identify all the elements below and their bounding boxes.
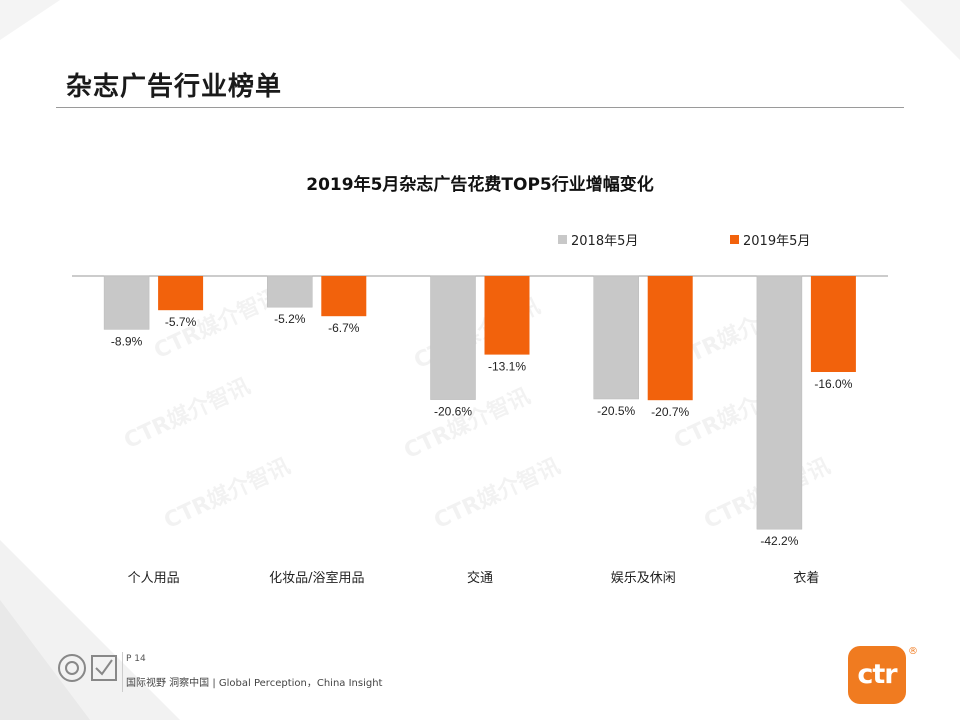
data-label-2019-4: -16.0% [814,377,852,391]
bar-2019-0 [158,276,204,311]
category-label-1: 化妆品/浴室用品 [269,570,364,586]
data-label-2018-0: -8.9% [111,334,143,348]
page-number: P 14 [126,654,146,664]
legend-label-2018: 2018年5月 [571,234,639,249]
data-label-2018-2: -20.6% [434,405,472,419]
chart-title: 2019年5月杂志广告花费TOP5行业增幅变化 [306,175,654,195]
data-label-2019-0: -5.7% [165,315,197,329]
title-divider [56,107,904,108]
legend-swatch-2019 [730,235,739,244]
data-label-2018-4: -42.2% [760,534,798,548]
data-label-2018-3: -20.5% [597,404,635,418]
watermark-text: CTR媒介智讯 [160,453,294,534]
page-title: 杂志广告行业榜单 [66,72,283,102]
bar-2019-4 [810,276,856,372]
registered-mark: ® [908,646,918,657]
legend-item-2019: 2019年5月 [730,230,810,249]
bar-2019-3 [647,276,693,401]
data-label-2018-1: -5.2% [274,312,306,326]
bar-2018-2 [430,275,476,400]
footer-divider [122,652,123,692]
ctr-logo: ctr [848,646,906,704]
legend-swatch-2018 [558,235,567,244]
data-label-2019-3: -20.7% [651,405,689,419]
watermark-text: CTR媒介智讯 [430,453,564,534]
bar-2018-4 [756,275,803,530]
category-label-0: 个人用品 [128,571,180,586]
bar-2019-1 [321,276,367,317]
bar-2019-2 [484,276,530,355]
footer-slogan: 国际视野 洞察中国 | Global Perception，China Insi… [126,678,383,689]
bar-2018-1 [267,275,313,308]
certification-logos [58,654,117,682]
category-label-4: 衣着 [793,570,819,586]
legend-item-2018: 2018年5月 [558,230,638,249]
data-label-2019-1: -6.7% [328,321,360,335]
legend-label-2019: 2019年5月 [743,234,811,249]
data-label-2019-2: -13.1% [488,360,526,374]
bar-2018-3 [593,275,639,400]
watermark-text: CTR媒介智讯 [120,373,254,454]
category-label-3: 娱乐及休闲 [611,571,676,586]
bar-2018-0 [103,275,150,330]
category-label-2: 交通 [467,570,493,586]
